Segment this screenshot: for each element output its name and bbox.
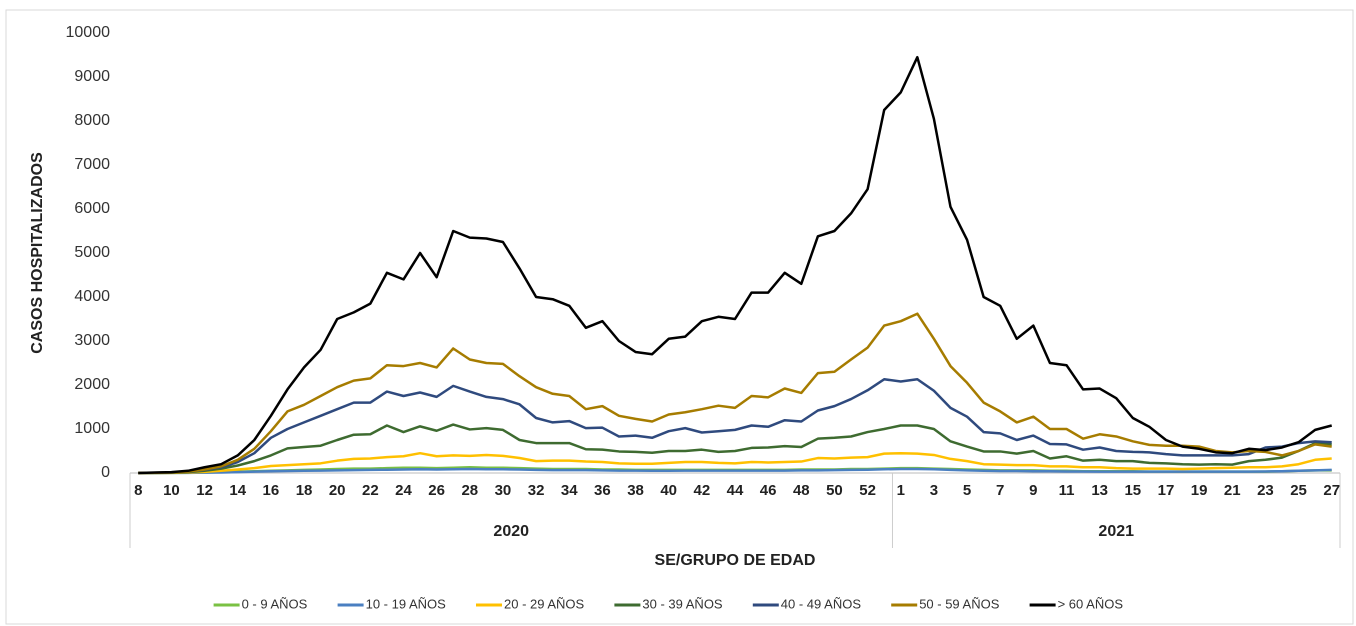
- series-line: [138, 55, 1333, 475]
- x-tick-label: 20: [329, 482, 346, 499]
- x-tick-label: 17: [1158, 482, 1175, 499]
- x-tick-label: 12: [196, 482, 213, 499]
- y-tick-label: 8000: [74, 112, 110, 129]
- legend-label: > 60 AÑOS: [1058, 596, 1124, 611]
- x-tick-label: 32: [528, 482, 545, 499]
- y-tick-label: 3000: [74, 332, 110, 349]
- x-tick-label: 50: [826, 482, 843, 499]
- x-tick-label: 40: [660, 482, 677, 499]
- legend-label: 50 - 59 AÑOS: [919, 596, 1000, 611]
- x-tick-label: 52: [859, 482, 876, 499]
- y-tick-label: 2000: [74, 376, 110, 393]
- y-tick-label: 7000: [74, 156, 110, 173]
- legend-label: 40 - 49 AÑOS: [781, 596, 862, 611]
- x-tick-label: 46: [760, 482, 777, 499]
- series-line: [138, 423, 1332, 475]
- x-tick-label: 44: [727, 482, 744, 499]
- x-tick-label: 42: [694, 482, 711, 499]
- x-tick-label: 8: [134, 482, 142, 499]
- x-axis-title: SE/GRUPO DE EDAD: [655, 552, 816, 569]
- x-tick-label: 15: [1124, 482, 1141, 499]
- series-line: [138, 312, 1332, 475]
- y-axis-title: CASOS HOSPITALIZADOS: [29, 152, 46, 354]
- legend-label: 30 - 39 AÑOS: [642, 596, 723, 611]
- series-line: [138, 467, 1332, 475]
- x-tick-label: 1: [897, 482, 905, 499]
- x-tick-label: 5: [963, 482, 971, 499]
- legend-label: 10 - 19 AÑOS: [366, 596, 447, 611]
- x-tick-label: 16: [263, 482, 280, 499]
- series-line: [138, 451, 1332, 475]
- y-tick-label: 4000: [74, 288, 110, 305]
- x-group-label: 2021: [1098, 523, 1134, 540]
- x-tick-label: 23: [1257, 482, 1274, 499]
- x-tick-label: 19: [1191, 482, 1208, 499]
- x-tick-label: 10: [163, 482, 180, 499]
- x-tick-label: 18: [296, 482, 313, 499]
- x-tick-label: 13: [1091, 482, 1108, 499]
- x-tick-label: 36: [594, 482, 611, 499]
- x-tick-label: 14: [229, 482, 246, 499]
- x-tick-label: 7: [996, 482, 1004, 499]
- legend-label: 20 - 29 AÑOS: [504, 596, 585, 611]
- y-tick-label: 9000: [74, 68, 110, 85]
- x-tick-label: 48: [793, 482, 810, 499]
- y-tick-label: 6000: [74, 200, 110, 217]
- x-tick-label: 27: [1323, 482, 1340, 499]
- y-tick-label: 0: [101, 464, 110, 481]
- y-tick-label: 1000: [74, 420, 110, 437]
- legend-label: 0 - 9 AÑOS: [242, 596, 308, 611]
- x-tick-label: 21: [1224, 482, 1241, 499]
- x-tick-label: 34: [561, 482, 578, 499]
- y-tick-label: 5000: [74, 244, 110, 261]
- x-tick-label: 11: [1059, 482, 1075, 499]
- x-tick-label: 26: [428, 482, 445, 499]
- x-tick-label: 3: [930, 482, 938, 499]
- series-line: [138, 378, 1332, 475]
- x-tick-label: 25: [1290, 482, 1307, 499]
- y-tick-label: 10000: [66, 24, 111, 41]
- x-tick-label: 28: [461, 482, 478, 499]
- x-tick-label: 9: [1029, 482, 1037, 499]
- x-tick-label: 30: [495, 482, 512, 499]
- x-tick-label: 38: [627, 482, 644, 499]
- x-tick-label: 22: [362, 482, 379, 499]
- x-group-label: 2020: [493, 523, 529, 540]
- chart-border: [5, 9, 1354, 625]
- x-tick-label: 24: [395, 482, 412, 499]
